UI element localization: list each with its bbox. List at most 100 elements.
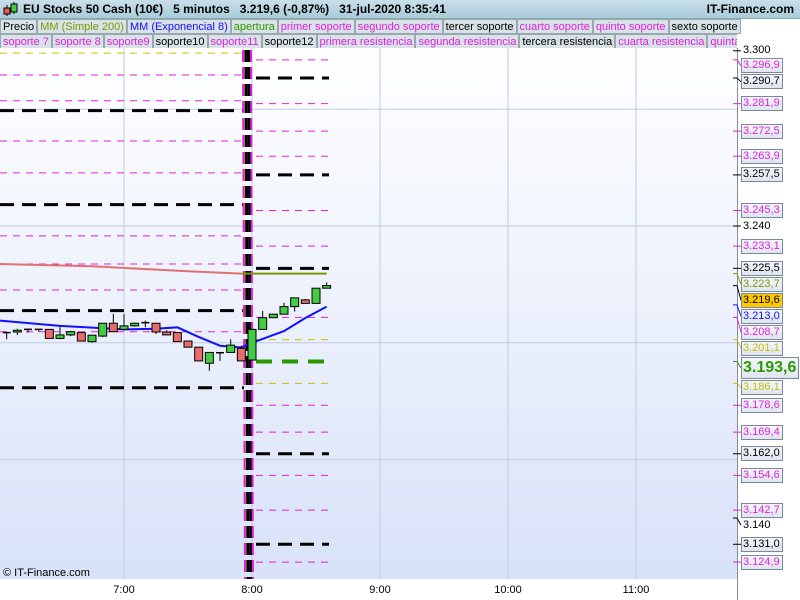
axis-tick-mark (733, 339, 742, 349)
legend-item[interactable]: cuarta resistencia (615, 34, 708, 49)
candle-body (55, 334, 65, 339)
candle-body (268, 313, 278, 319)
price-tick: 3.140 (743, 518, 771, 531)
price-level-label: 3.142,7 (741, 502, 783, 518)
level-transition-line (242, 49, 246, 580)
level-transition-line (250, 49, 254, 580)
candle-body (44, 328, 54, 339)
level-transition-line (247, 49, 253, 580)
price-level-label: 3.124,9 (741, 554, 783, 570)
time-tick: 8:00 (241, 584, 263, 596)
legend-item[interactable]: primer soporte (277, 19, 355, 34)
candle-body (311, 287, 321, 304)
brand: IT-Finance.com (706, 2, 794, 16)
legend-item[interactable]: quinta r (707, 34, 737, 49)
price-level-label: 3.245,3 (741, 203, 783, 219)
price-level-label: 3.296,9 (741, 58, 783, 74)
axis-tick-mark (733, 360, 742, 369)
legend-item[interactable]: tercer soporte (442, 19, 517, 34)
legend-item[interactable]: apertura (230, 19, 278, 34)
price-level-label: 3.290,7 (741, 74, 783, 90)
timeframe: 5 minutos (173, 2, 230, 16)
legend-item[interactable]: segundo soporte (354, 19, 443, 34)
price-level-label: 3.263,9 (741, 148, 783, 164)
candle-body (279, 306, 289, 315)
price-level-label: 3.154,6 (741, 467, 783, 483)
axis-tick-mark (733, 304, 742, 317)
candle-body (87, 334, 97, 343)
time-tick: 7:00 (113, 584, 135, 596)
time-tick: 9:00 (369, 584, 391, 596)
candle-body (162, 331, 172, 336)
axis-tick-mark (733, 285, 742, 301)
time-tick: 10:00 (494, 584, 522, 596)
candle-body (236, 347, 246, 362)
price-level-label: 3.169,4 (741, 424, 783, 440)
legend-row-1: Precio MM (Simple 200) MM (Exponencial 8) a… (0, 19, 741, 34)
candle-body (172, 332, 182, 343)
price-level-label: 3.219,6 (741, 292, 783, 308)
candle-body (247, 328, 257, 361)
price-level-label: 3.208,7 (741, 324, 783, 340)
axis-tick-mark (733, 59, 742, 67)
legend-item[interactable]: MM (Simple 200) (37, 19, 127, 34)
sma200-line (0, 262, 242, 275)
legend-item[interactable]: soporte11 (207, 34, 262, 49)
legend-item[interactable]: segunda resistencia (415, 34, 520, 49)
last-price: 3.219,6 (-0,87%) (239, 2, 330, 16)
axis-tick-mark (733, 382, 742, 388)
legend-item[interactable]: MM (Exponencial 8) (126, 19, 231, 34)
legend-item[interactable]: soporte12 (261, 34, 317, 49)
axis-tick-mark (733, 77, 742, 83)
axis-tick-mark (733, 316, 742, 333)
candle-body (226, 344, 236, 353)
price-level-label: 3.225,5 (741, 260, 783, 276)
price-level-label: 3.281,9 (741, 96, 783, 112)
price-level-label: 3.223,7 (741, 276, 783, 292)
candle-body (322, 285, 332, 289)
axis-tick-mark (733, 273, 742, 285)
legend-row-2: soporte 7 soporte 8 soporte9 soporte10 sopor… (0, 34, 737, 49)
copyright: © IT-Finance.com (3, 567, 90, 579)
instrument-name: EU Stocks 50 Cash (10€) (23, 2, 164, 16)
candle-body (151, 322, 161, 333)
time-tick: 11:00 (622, 584, 650, 596)
legend-item[interactable]: soporte 7 (0, 34, 52, 49)
datetime: 31-jul-2020 8:35:41 (339, 2, 446, 16)
candlestick-chart-icon (3, 2, 18, 16)
candle-body (98, 322, 108, 337)
price-tick: 3.300 (743, 44, 771, 57)
price-level-label: 3.213,0 (741, 308, 783, 324)
price-level-label: 3.272,5 (741, 123, 783, 139)
candle-body (300, 299, 310, 304)
legend-item[interactable]: soporte9 (103, 34, 153, 49)
axis-tick-mark (733, 517, 742, 526)
price-level-label: 3.162,0 (741, 446, 783, 462)
price-level-label: 3.233,1 (741, 238, 783, 254)
price-level-label: 3.178,6 (741, 397, 783, 413)
legend-item[interactable]: cuarto soporte (516, 19, 593, 34)
legend-item[interactable]: sexto soporte (668, 19, 741, 34)
legend-item[interactable]: Precio (0, 19, 38, 34)
candle-body (194, 346, 204, 362)
candle-body (108, 322, 118, 333)
candle-body (290, 297, 300, 308)
price-level-label: 3.186,1 (741, 379, 783, 395)
plot-area (0, 48, 737, 579)
candle-body (130, 322, 140, 327)
price-level-label: 3.257,5 (741, 167, 783, 183)
chart-title: EU Stocks 50 Cash (10€) 5 minutos 3.219,… (23, 0, 446, 19)
title-bar: EU Stocks 50 Cash (10€) 5 minutos 3.219,… (0, 0, 800, 19)
legend-item[interactable]: soporte10 (152, 34, 208, 49)
price-level-label: 3.193,6 (741, 356, 799, 379)
price-tick: 3.240 (743, 219, 771, 232)
legend-item[interactable]: quinto soporte (592, 19, 669, 34)
price-level-label: 3.131,0 (741, 536, 783, 552)
candle-body (119, 325, 129, 330)
price-level-label: 3.201,1 (741, 340, 783, 356)
level-transition-line (244, 49, 250, 580)
candle-body (76, 332, 86, 342)
candle-body (12, 329, 22, 333)
candle-body (204, 351, 214, 364)
